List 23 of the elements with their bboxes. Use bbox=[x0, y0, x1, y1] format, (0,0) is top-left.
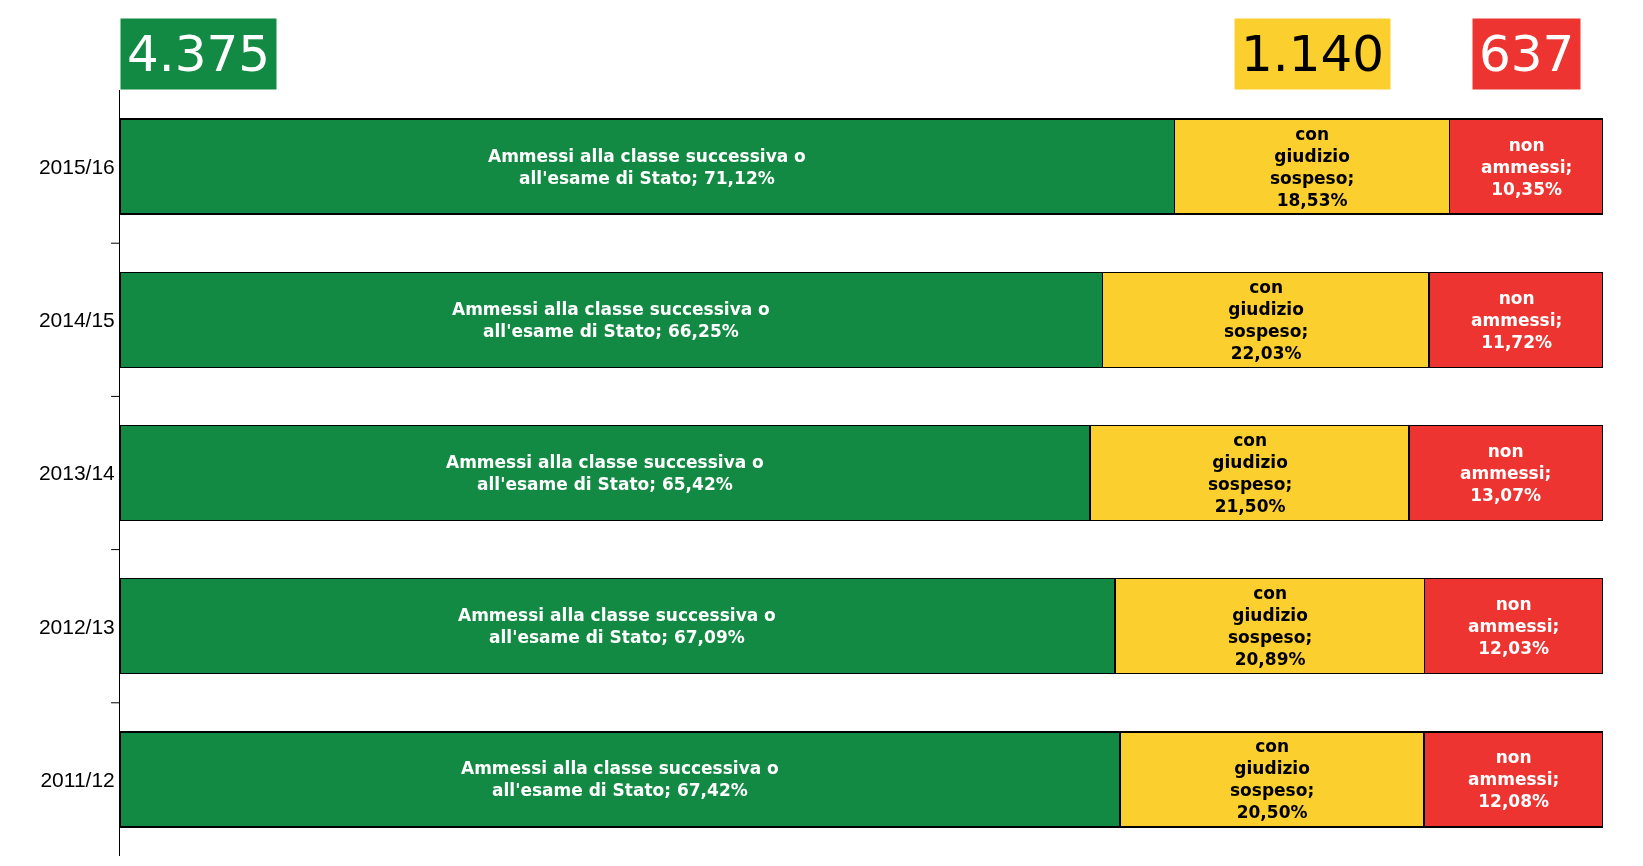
data-label: Ammessi alla classe successiva o all'esame di Stato; 65,42% bbox=[446, 452, 764, 495]
y-tick-label: 2011/12 bbox=[40, 767, 115, 791]
data-label: Ammessi alla classe successiva o all'esame di Stato; 67,09% bbox=[458, 605, 776, 648]
data-label: con giudizio sospeso; 20,89% bbox=[1228, 583, 1313, 670]
text: 637 bbox=[1479, 25, 1575, 83]
data-label: non ammessi; 13,07% bbox=[1460, 441, 1552, 506]
y-tick-label: 2013/14 bbox=[38, 461, 116, 485]
data-label: con giudizio sospeso; 21,50% bbox=[1208, 430, 1293, 517]
data-label: Ammessi alla classe successiva o all'esame di Stato; 67,42% bbox=[461, 758, 779, 801]
data-label: non ammessi; 12,08% bbox=[1468, 747, 1560, 812]
data-label: Ammessi alla classe successiva o all'esame di Stato; 71,12% bbox=[488, 146, 806, 189]
data-label: non ammessi; 12,03% bbox=[1468, 594, 1560, 659]
data-label: con giudizio sospeso; 20,50% bbox=[1230, 736, 1315, 823]
y-tick-label: 2015/16 bbox=[38, 154, 115, 178]
text: 4.375 bbox=[127, 25, 271, 83]
text: 1.140 bbox=[1241, 25, 1385, 83]
y-tick-label: 2012/13 bbox=[38, 614, 115, 638]
data-label: con giudizio sospeso; 18,53% bbox=[1270, 124, 1355, 211]
y-tick-label: 2014/15 bbox=[38, 308, 115, 332]
data-label: con giudizio sospeso; 22,03% bbox=[1224, 277, 1309, 364]
data-label: non ammessi; 11,72% bbox=[1471, 288, 1563, 353]
data-label: Ammessi alla classe successiva o all'esame di Stato; 66,25% bbox=[452, 299, 770, 342]
data-label: non ammessi; 10,35% bbox=[1481, 135, 1573, 200]
